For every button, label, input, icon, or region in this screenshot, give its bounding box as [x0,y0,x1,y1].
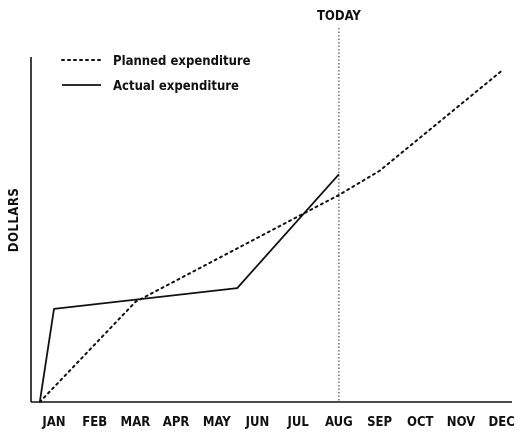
series-line-planned [38,69,503,403]
x-tick-nov: NOV [447,415,475,430]
x-tick-sep: SEP [367,415,392,430]
legend: Planned expenditure Actual expenditure [61,54,251,94]
series-line-actual [38,173,340,403]
x-tick-may: MAY [203,415,231,430]
x-tick-aug: AUG [325,415,353,430]
today-marker: TODAY [317,9,361,402]
series-lines [38,69,503,403]
x-tick-labels: JAN FEB MAR APR MAY JUN JUL AUG SEP OCT NOV DEC [41,415,514,430]
today-label: TODAY [317,9,361,24]
legend-label-actual: Actual expenditure [113,79,239,94]
axes [30,57,512,403]
x-tick-oct: OCT [407,415,434,430]
x-tick-jul: JUL [287,415,310,430]
y-axis-label: DOLLARS [7,188,22,253]
x-tick-jan: JAN [41,415,65,430]
x-tick-feb: FEB [82,415,107,430]
x-tick-apr: APR [163,415,190,430]
x-tick-jun: JUN [245,415,270,430]
x-tick-mar: MAR [121,415,151,430]
x-tick-dec: DEC [489,415,515,430]
legend-label-planned: Planned expenditure [113,54,251,69]
